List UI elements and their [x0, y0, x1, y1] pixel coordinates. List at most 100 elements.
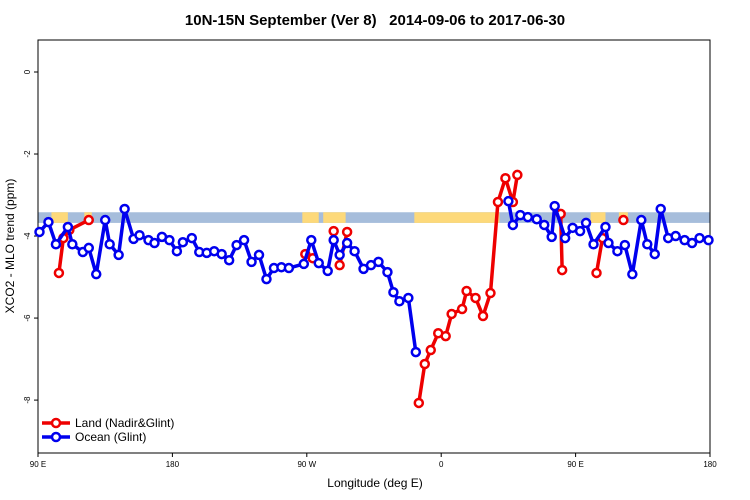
series-line [59, 175, 623, 403]
data-point [43, 216, 54, 228]
data-point [334, 249, 345, 261]
x-tick-label: 90 W [297, 460, 316, 469]
data-point [83, 242, 95, 254]
data-point [522, 211, 534, 223]
data-point [456, 303, 468, 315]
data-point [403, 292, 414, 304]
data-point [261, 273, 272, 285]
data-point [642, 238, 653, 250]
data-point [177, 236, 189, 248]
data-point [470, 292, 481, 304]
data-point [349, 245, 360, 257]
data-point [394, 296, 405, 307]
data-point [446, 308, 457, 320]
data-point [461, 285, 472, 297]
data-point [603, 237, 614, 249]
legend: Land (Nadir&Glint)Ocean (Glint) [42, 416, 174, 444]
plot-frame [37, 39, 711, 454]
data-point [283, 262, 295, 274]
data-point [322, 265, 333, 277]
data-point [253, 249, 265, 261]
data-point [382, 266, 393, 278]
data-point [34, 226, 45, 238]
data-point [171, 245, 183, 257]
data-point [50, 238, 62, 250]
x-tick-label: 180 [703, 460, 717, 469]
data-point [500, 172, 511, 184]
land-span [414, 212, 500, 223]
data-point [134, 229, 145, 241]
data-point [425, 344, 436, 356]
chart-title: 10N-15N September (Ver 8) 2014-09-06 to … [185, 12, 565, 29]
land-span [590, 212, 606, 223]
data-point [549, 200, 560, 212]
data-point [119, 203, 130, 215]
ocean-band [38, 212, 710, 223]
data-point [507, 219, 519, 231]
data-point [306, 234, 317, 246]
data-point [492, 196, 504, 208]
data-point [186, 232, 198, 244]
data-point [503, 195, 514, 207]
data-point [627, 268, 638, 280]
data-point [99, 214, 111, 226]
x-tick-label: 90 E [30, 460, 46, 469]
data-point [512, 169, 523, 181]
data-point [149, 237, 160, 249]
legend-label: Land (Nadir&Glint) [75, 416, 174, 430]
data-point [591, 267, 602, 279]
y-axis-label: XCO2 - MLO trend (ppm) [3, 179, 17, 314]
data-point [328, 234, 339, 246]
land-span [51, 212, 68, 223]
data-point [556, 264, 568, 276]
data-point [341, 237, 353, 249]
data-point [373, 256, 384, 268]
land-span [302, 212, 319, 223]
data-point [334, 259, 345, 271]
data-point [388, 286, 399, 298]
y-tick-label: -6 [23, 314, 32, 322]
data-point [246, 256, 257, 268]
data-point [410, 346, 422, 358]
x-tick-label: 180 [166, 460, 180, 469]
x-axis-label: Longitude (deg E) [327, 476, 422, 490]
data-point [231, 239, 242, 251]
data-point [62, 221, 74, 233]
data-point [574, 225, 586, 237]
data-point [67, 238, 78, 250]
data-point [113, 249, 124, 261]
data-point [649, 248, 660, 260]
data-point [298, 258, 310, 270]
data-point [419, 358, 431, 370]
y-tick-label: -2 [23, 150, 32, 158]
data-point [655, 203, 666, 215]
data-point [164, 234, 175, 246]
legend-label: Ocean (Glint) [75, 430, 146, 444]
data-point [485, 287, 496, 299]
data-point [600, 221, 611, 233]
data-point [90, 268, 102, 280]
data-point [538, 219, 550, 231]
data-point [440, 330, 451, 342]
data-point [313, 257, 324, 269]
data-point [238, 234, 250, 246]
data-point [223, 254, 235, 266]
data-point [612, 245, 623, 257]
legend-marker [50, 417, 62, 429]
y-tick-label: -4 [23, 232, 32, 240]
data-point [104, 238, 115, 250]
data-point [588, 238, 599, 250]
data-point [686, 237, 698, 249]
data-point [703, 234, 714, 246]
data-point [53, 267, 65, 279]
data-point [618, 214, 629, 226]
data-point [670, 230, 681, 242]
data-point [619, 239, 631, 251]
data-point [341, 226, 353, 238]
data-point [546, 231, 557, 243]
data-point [413, 397, 425, 409]
x-tick-label: 0 [439, 460, 444, 469]
land-span [323, 212, 346, 223]
data-point [328, 225, 339, 237]
